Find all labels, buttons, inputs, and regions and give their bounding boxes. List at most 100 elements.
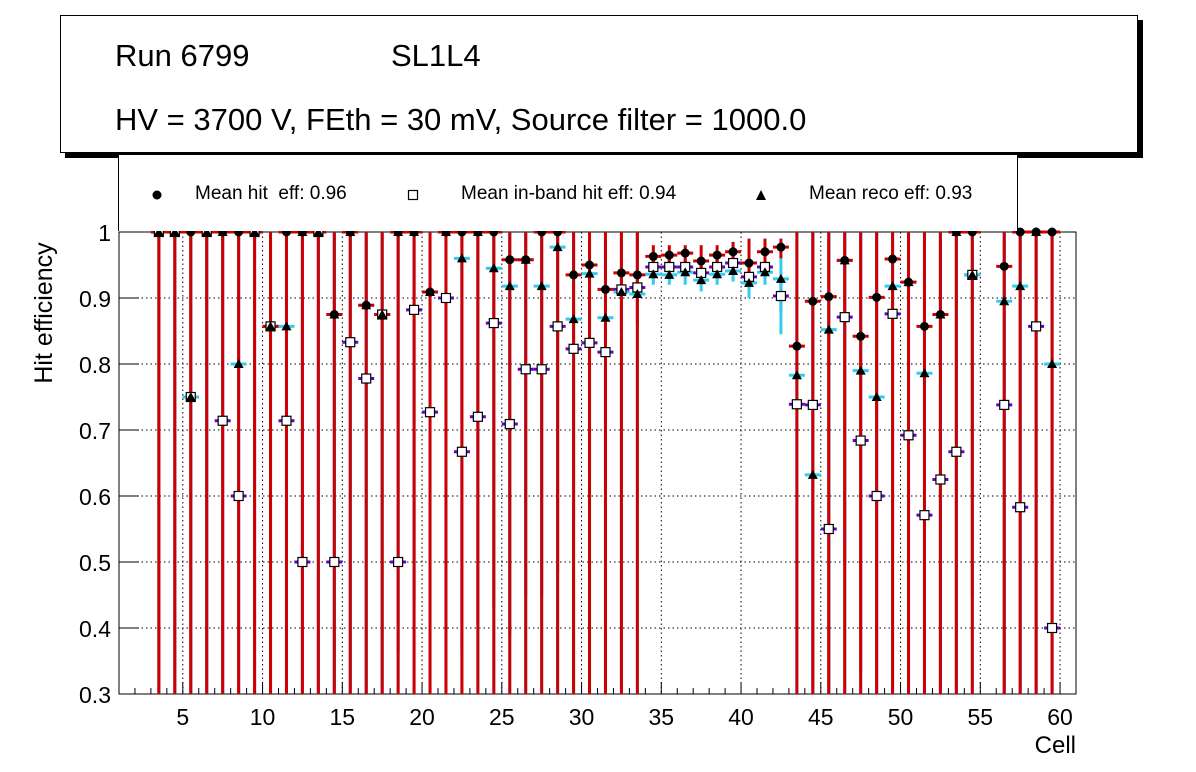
- inband-eff-point: [393, 556, 404, 568]
- reco-eff-point: [520, 254, 531, 264]
- hit-eff-point: [792, 341, 802, 351]
- reco-eff-point: [712, 269, 723, 279]
- hit-eff-point: [696, 256, 706, 266]
- inband-eff-point: [1031, 321, 1042, 332]
- reco-eff-point: [1031, 227, 1042, 236]
- reco-eff-point: [648, 269, 659, 279]
- inband-eff-point: [807, 399, 818, 411]
- inband-eff-point: [456, 446, 468, 457]
- inband-eff-point: [887, 308, 898, 319]
- run-label: Run 6799: [115, 38, 250, 73]
- legend-reco-eff: Mean reco eff: 0.93: [809, 183, 973, 204]
- x-tick-label: 5: [176, 704, 189, 730]
- reco-eff-point: [744, 277, 755, 287]
- hit-eff-point: [632, 270, 642, 280]
- reco-eff-point: [201, 227, 212, 236]
- axes: 5 10 15 20 25 30 35 40 45 50 55 60 0.3 0.4 0.5 0.6 0.7 0.…: [79, 220, 1077, 730]
- reco-eff-point: [217, 227, 228, 236]
- x-axis-label: Cell: [1035, 732, 1076, 759]
- reco-eff-point: [472, 227, 483, 236]
- reco-eff-point: [600, 312, 611, 322]
- y-tick-label: 0.9: [79, 286, 111, 312]
- hit-eff-point: [919, 321, 929, 331]
- reco-eff-point: [153, 227, 164, 236]
- reco-eff-point: [951, 227, 962, 236]
- hit-eff-point: [776, 242, 786, 252]
- y-tick-label: 1: [98, 220, 111, 246]
- reco-eff-point: [568, 314, 579, 324]
- x-tick-label: 30: [569, 704, 595, 730]
- reco-eff-point: [823, 324, 834, 334]
- reco-eff-point: [919, 368, 930, 378]
- reco-eff-point: [425, 287, 436, 297]
- hit-eff-point: [760, 247, 770, 257]
- legend-circle-icon: [152, 190, 162, 200]
- inband-eff-point: [903, 430, 914, 441]
- reco-eff-point: [967, 269, 978, 279]
- hit-eff-point: [824, 292, 834, 302]
- inband-eff-point: [329, 556, 340, 568]
- inband-eff-point: [281, 415, 292, 426]
- hit-eff-point: [585, 260, 595, 270]
- x-tick-label: 40: [728, 704, 754, 730]
- inband-eff-point: [424, 407, 436, 418]
- reco-eff-point: [791, 370, 802, 380]
- inband-eff-point: [233, 490, 244, 502]
- legend-open-square-icon: [407, 189, 419, 201]
- reco-eff-point: [887, 281, 898, 291]
- plot-frame: [118, 231, 1077, 695]
- inband-eff-point: [520, 364, 531, 375]
- hit-eff-point: [505, 255, 515, 265]
- reco-eff-point: [409, 227, 420, 236]
- reco-eff-point: [552, 242, 563, 252]
- error-bars: [150, 230, 1061, 694]
- reco-eff-point: [903, 277, 914, 287]
- reco-eff-point: [345, 227, 356, 236]
- inband-eff-point: [504, 418, 515, 430]
- reco-eff-point: [696, 275, 707, 285]
- reco-eff-point: [935, 309, 946, 319]
- reco-eff-point: [632, 289, 643, 299]
- x-tick-label: 15: [330, 704, 356, 730]
- y-tick-label: 0.8: [79, 352, 111, 378]
- x-tick-label: 20: [409, 704, 435, 730]
- reco-eff-point: [488, 263, 499, 273]
- inband-eff-point: [408, 304, 420, 315]
- y-tick-label: 0.6: [79, 484, 111, 510]
- y-tick-label: 0.7: [79, 418, 111, 444]
- hit-eff-point: [648, 251, 658, 261]
- hit-eff-point: [808, 296, 818, 306]
- reco-eff-point: [999, 296, 1010, 306]
- y-axis-label: Hit efficiency: [30, 242, 58, 384]
- reco-eff-point: [1015, 281, 1026, 291]
- x-tick-label: 25: [489, 704, 515, 730]
- inband-eff-point: [488, 317, 499, 329]
- hit-eff-point: [680, 248, 690, 258]
- hit-eff-point: [856, 331, 866, 341]
- reco-eff-point: [616, 287, 627, 297]
- legend-triangle-icon: [756, 190, 766, 200]
- inband-eff-point: [584, 337, 595, 348]
- inband-eff-point: [775, 290, 787, 302]
- hit-eff-point: [600, 284, 610, 294]
- reco-eff-point: [759, 267, 770, 277]
- inband-eff-point: [552, 321, 563, 332]
- inband-eff-point: [791, 399, 802, 410]
- inband-eff-point: [839, 312, 850, 323]
- inband-eff-point: [951, 446, 962, 457]
- inband-eff-point: [1046, 622, 1058, 634]
- reco-eff-point: [361, 300, 372, 310]
- reco-eff-point: [728, 265, 739, 275]
- inband-eff-point: [935, 474, 946, 485]
- inband-eff-point: [568, 343, 579, 354]
- legend-inband-eff: Mean in-band hit eff: 0.94: [461, 183, 677, 204]
- layer-label: SL1L4: [391, 38, 481, 73]
- reco-eff-point: [871, 392, 882, 401]
- hit-eff-point: [744, 258, 754, 268]
- inband-eff-point: [217, 415, 228, 426]
- hit-eff-point: [1047, 227, 1057, 237]
- hit-eff-point: [999, 261, 1009, 271]
- y-tick-label: 0.4: [79, 616, 111, 642]
- x-tick-label: 35: [649, 704, 675, 730]
- reco-eff-point: [664, 269, 675, 279]
